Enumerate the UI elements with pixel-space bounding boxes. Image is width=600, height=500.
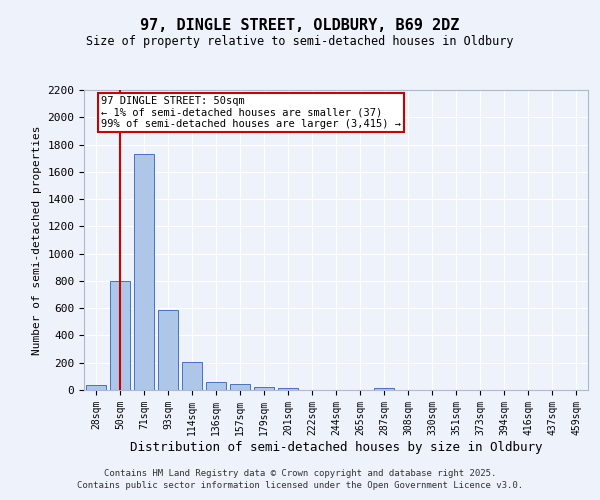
Text: 97 DINGLE STREET: 50sqm
← 1% of semi-detached houses are smaller (37)
99% of sem: 97 DINGLE STREET: 50sqm ← 1% of semi-det… bbox=[101, 96, 401, 130]
Bar bbox=[86, 385, 106, 390]
Bar bbox=[254, 388, 274, 390]
Bar bbox=[158, 310, 178, 390]
Bar bbox=[278, 388, 298, 390]
Text: Size of property relative to semi-detached houses in Oldbury: Size of property relative to semi-detach… bbox=[86, 35, 514, 48]
Bar bbox=[134, 154, 154, 390]
Y-axis label: Number of semi-detached properties: Number of semi-detached properties bbox=[32, 125, 42, 355]
Bar bbox=[110, 281, 130, 390]
Text: Contains HM Land Registry data © Crown copyright and database right 2025.
Contai: Contains HM Land Registry data © Crown c… bbox=[77, 468, 523, 490]
Bar bbox=[206, 382, 226, 390]
Text: 97, DINGLE STREET, OLDBURY, B69 2DZ: 97, DINGLE STREET, OLDBURY, B69 2DZ bbox=[140, 18, 460, 32]
Bar bbox=[182, 362, 202, 390]
X-axis label: Distribution of semi-detached houses by size in Oldbury: Distribution of semi-detached houses by … bbox=[130, 440, 542, 454]
Bar bbox=[374, 388, 394, 390]
Bar bbox=[230, 384, 250, 390]
